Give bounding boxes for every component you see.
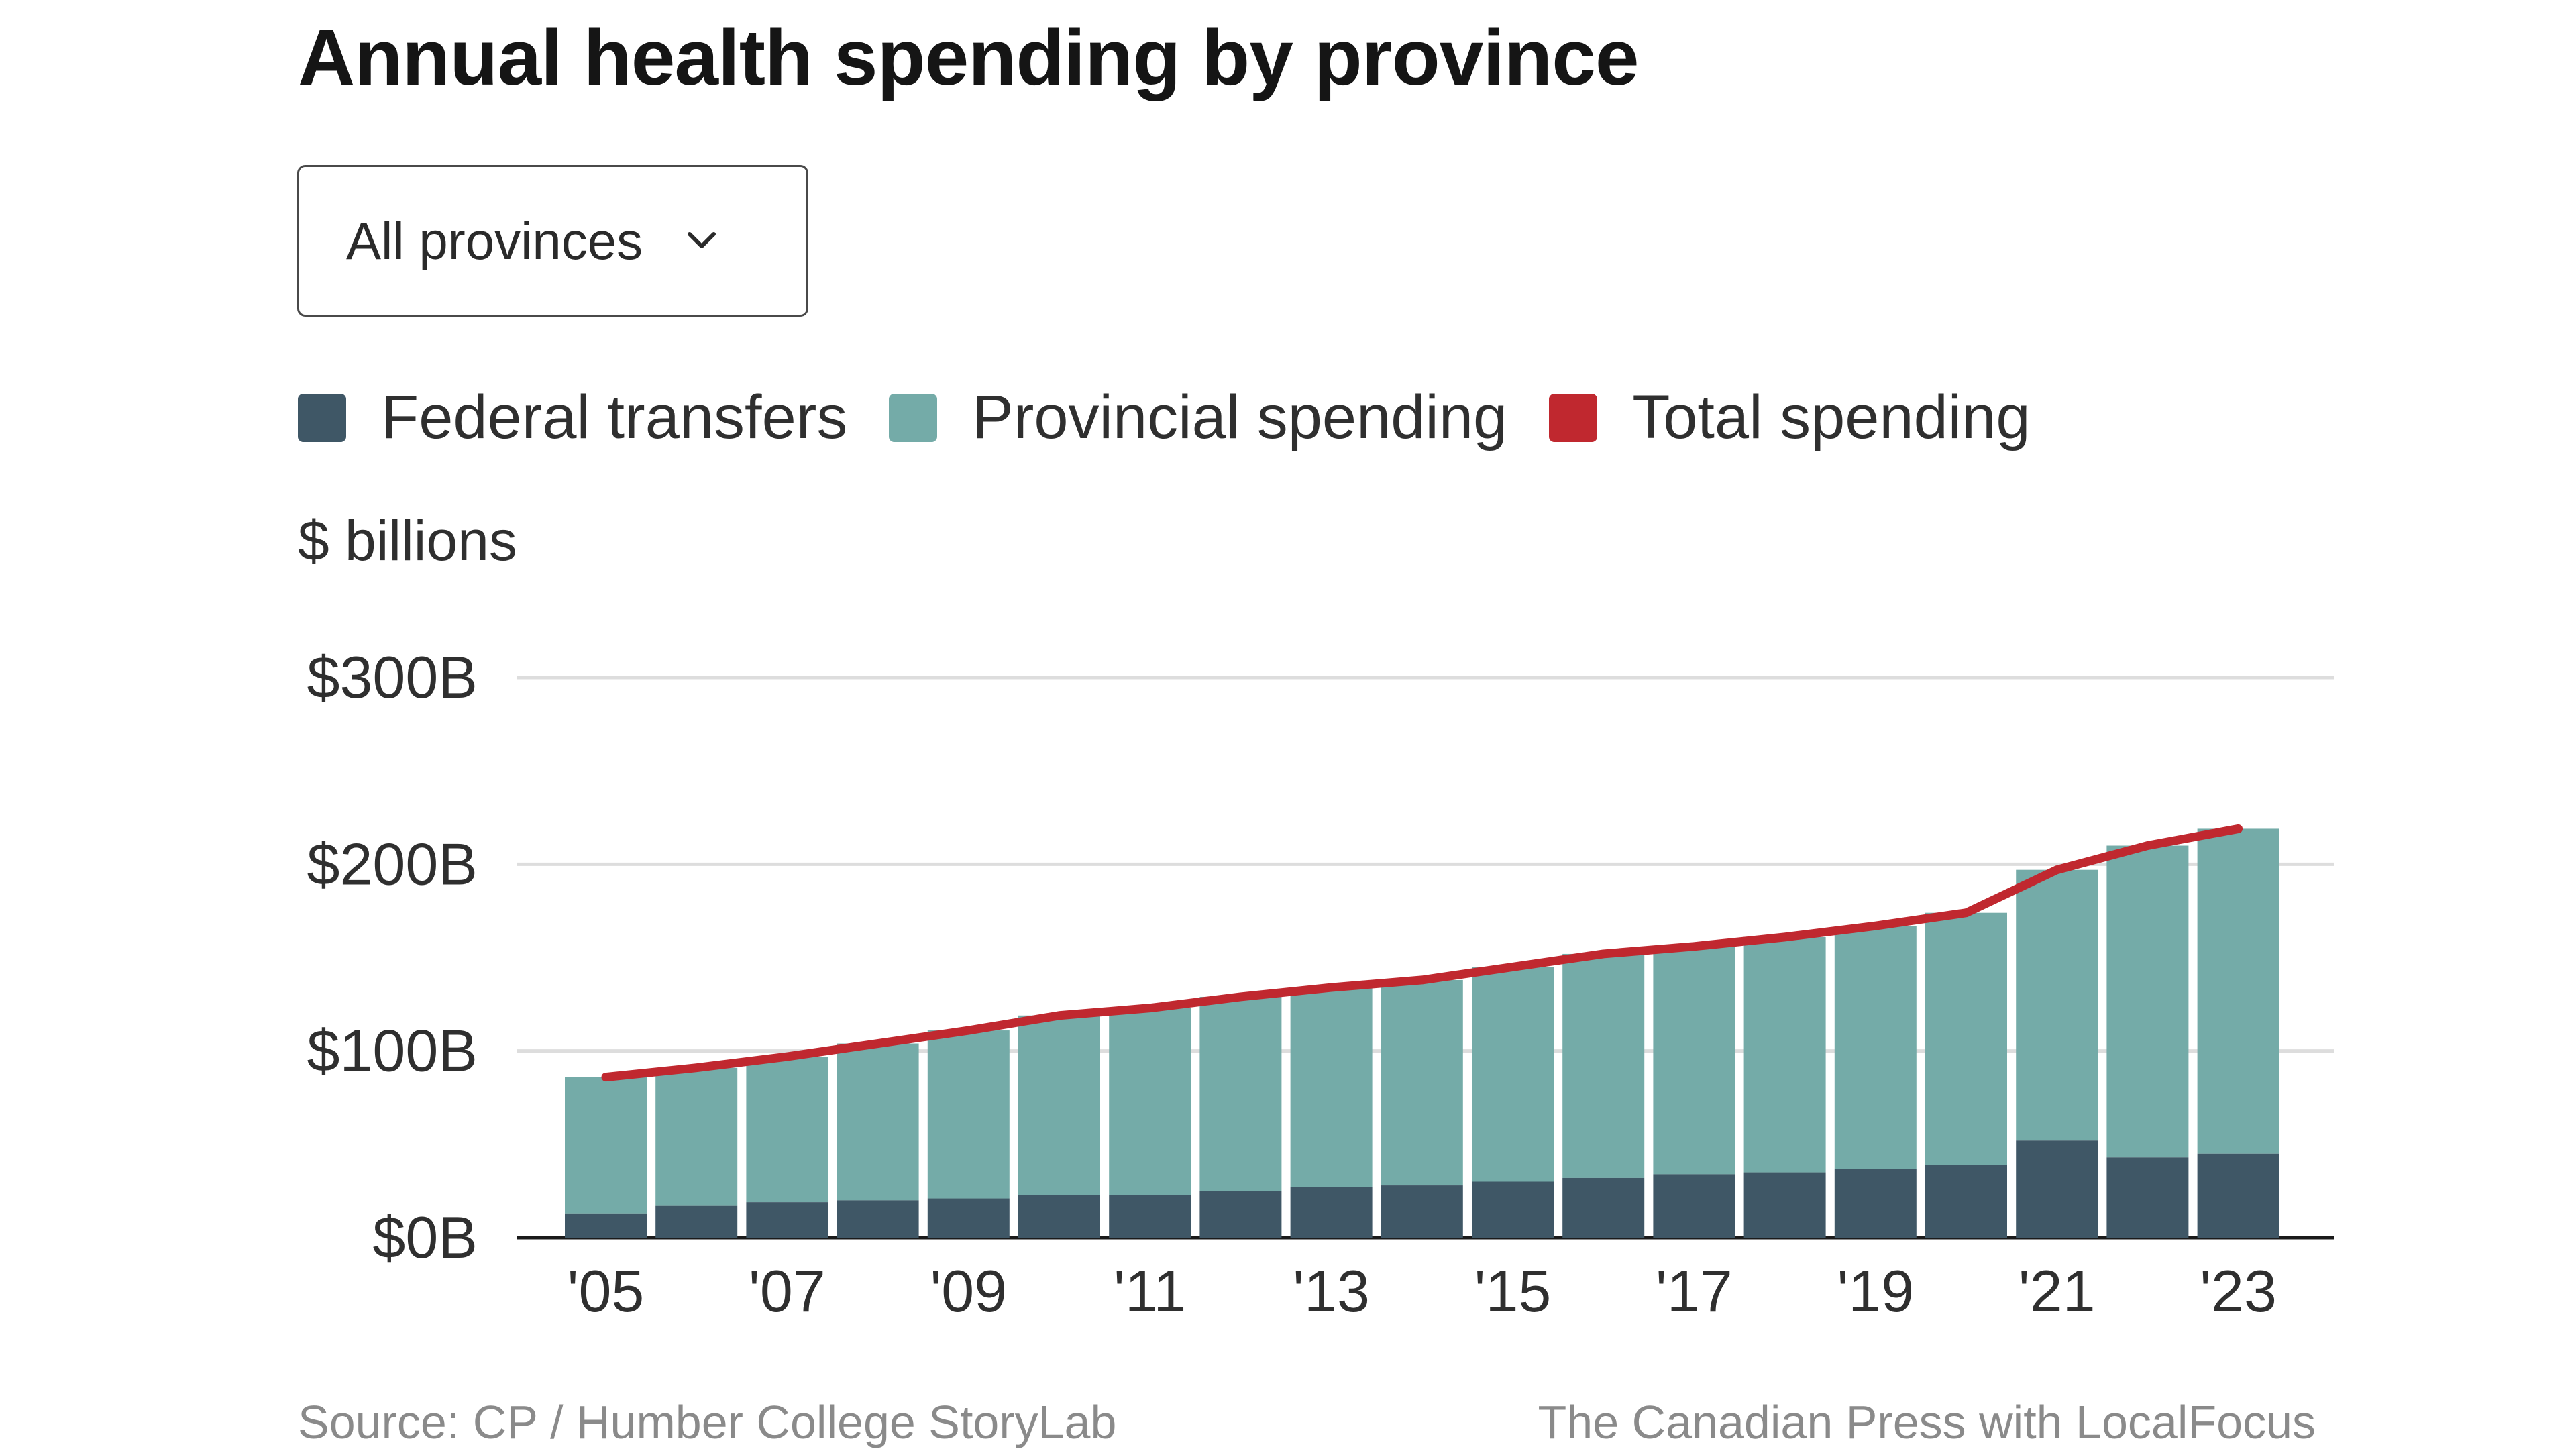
bar-federal-2008[interactable] (837, 1200, 919, 1238)
x-tick-label: '05 (568, 1258, 645, 1324)
bar-federal-2023[interactable] (2197, 1153, 2279, 1238)
legend-item-federal-transfers[interactable]: Federal transfers (298, 382, 847, 453)
x-tick-label: '19 (1837, 1258, 1914, 1324)
province-dropdown[interactable]: All provinces (297, 165, 808, 317)
x-tick-label: '09 (930, 1258, 1007, 1324)
legend-label-total-spending: Total spending (1632, 383, 2031, 451)
series-line-total-spending[interactable] (601, 824, 2243, 1082)
chart-legend: Federal transfers Provincial spending To… (298, 382, 2072, 453)
province-dropdown-value: All provinces (346, 211, 643, 270)
legend-label-federal-transfers: Federal transfers (381, 383, 848, 451)
bar-federal-2011[interactable] (1109, 1194, 1191, 1238)
bar-provincial-2007[interactable] (746, 1057, 828, 1203)
legend-swatch-total-spending (1549, 393, 1598, 442)
bar-provincial-2006[interactable] (655, 1067, 738, 1206)
bar-federal-2015[interactable] (1472, 1181, 1554, 1238)
bar-provincial-2013[interactable] (1290, 987, 1373, 1187)
bar-federal-2020[interactable] (1925, 1165, 2007, 1238)
bar-federal-2005[interactable] (565, 1213, 647, 1238)
legend-swatch-provincial-spending (889, 393, 938, 442)
bar-federal-2010[interactable] (1018, 1194, 1100, 1238)
y-axis-unit-label: $ billions (298, 509, 517, 572)
bar-provincial-2019[interactable] (1834, 926, 1917, 1169)
x-tick-label: '21 (2019, 1258, 2096, 1324)
bar-provincial-2008[interactable] (837, 1043, 919, 1201)
bar-provincial-2015[interactable] (1472, 967, 1554, 1182)
x-tick-label: '07 (749, 1258, 826, 1324)
bar-federal-2018[interactable] (1743, 1172, 1826, 1238)
source-note: Source: CP / Humber College StoryLab (298, 1396, 1117, 1448)
bar-provincial-2017[interactable] (1653, 946, 1735, 1175)
bar-federal-2022[interactable] (2106, 1157, 2189, 1238)
bar-federal-2016[interactable] (1562, 1177, 1645, 1238)
legend-label-provincial-spending: Provincial spending (972, 383, 1508, 451)
bar-federal-2007[interactable] (746, 1202, 828, 1238)
x-tick-label: '15 (1474, 1258, 1552, 1324)
total-spending-line (601, 824, 2243, 1082)
bar-federal-2021[interactable] (2016, 1140, 2098, 1238)
bar-federal-2006[interactable] (655, 1205, 738, 1238)
bar-provincial-2012[interactable] (1199, 996, 1282, 1191)
bar-provincial-2016[interactable] (1562, 953, 1645, 1178)
y-tick-label: $300B (307, 644, 478, 710)
y-axis-ticks: $0B $100B $200B $300B (307, 644, 478, 1271)
x-tick-label: '11 (1114, 1258, 1186, 1324)
y-tick-label: $0B (372, 1204, 478, 1271)
x-tick-label: '17 (1656, 1258, 1733, 1324)
legend-item-total-spending[interactable]: Total spending (1549, 382, 2031, 453)
bar-provincial-2009[interactable] (927, 1030, 1010, 1199)
bar-provincial-2021[interactable] (2016, 869, 2098, 1141)
legend-swatch-federal-transfers (298, 393, 346, 442)
bar-federal-2009[interactable] (927, 1198, 1010, 1238)
bar-provincial-2014[interactable] (1381, 979, 1463, 1186)
bar-provincial-2011[interactable] (1109, 1008, 1191, 1195)
bars (565, 828, 2279, 1238)
x-tick-label: '13 (1293, 1258, 1370, 1324)
x-axis-ticks: '05 '07 '09 '11 '13 '15 '17 '19 '21 '23 (568, 1258, 2277, 1324)
bar-provincial-2023[interactable] (2197, 828, 2279, 1154)
y-tick-label: $100B (307, 1018, 478, 1084)
bar-provincial-2018[interactable] (1743, 936, 1826, 1173)
bar-federal-2014[interactable] (1381, 1185, 1463, 1238)
chevron-down-icon (688, 232, 716, 248)
chart-title: Annual health spending by province (298, 13, 1639, 102)
bar-provincial-2010[interactable] (1018, 1015, 1100, 1195)
bar-provincial-2020[interactable] (1925, 912, 2007, 1165)
credit-note: The Canadian Press with LocalFocus (1538, 1396, 2316, 1448)
bar-federal-2013[interactable] (1290, 1187, 1373, 1238)
y-tick-label: $200B (307, 830, 478, 897)
x-tick-label: '23 (2200, 1258, 2277, 1324)
legend-item-provincial-spending[interactable]: Provincial spending (889, 382, 1507, 453)
bar-federal-2019[interactable] (1834, 1169, 1917, 1238)
bar-provincial-2022[interactable] (2106, 845, 2189, 1158)
bar-federal-2017[interactable] (1653, 1174, 1735, 1238)
bar-provincial-2005[interactable] (565, 1077, 647, 1214)
bar-federal-2012[interactable] (1199, 1191, 1282, 1238)
